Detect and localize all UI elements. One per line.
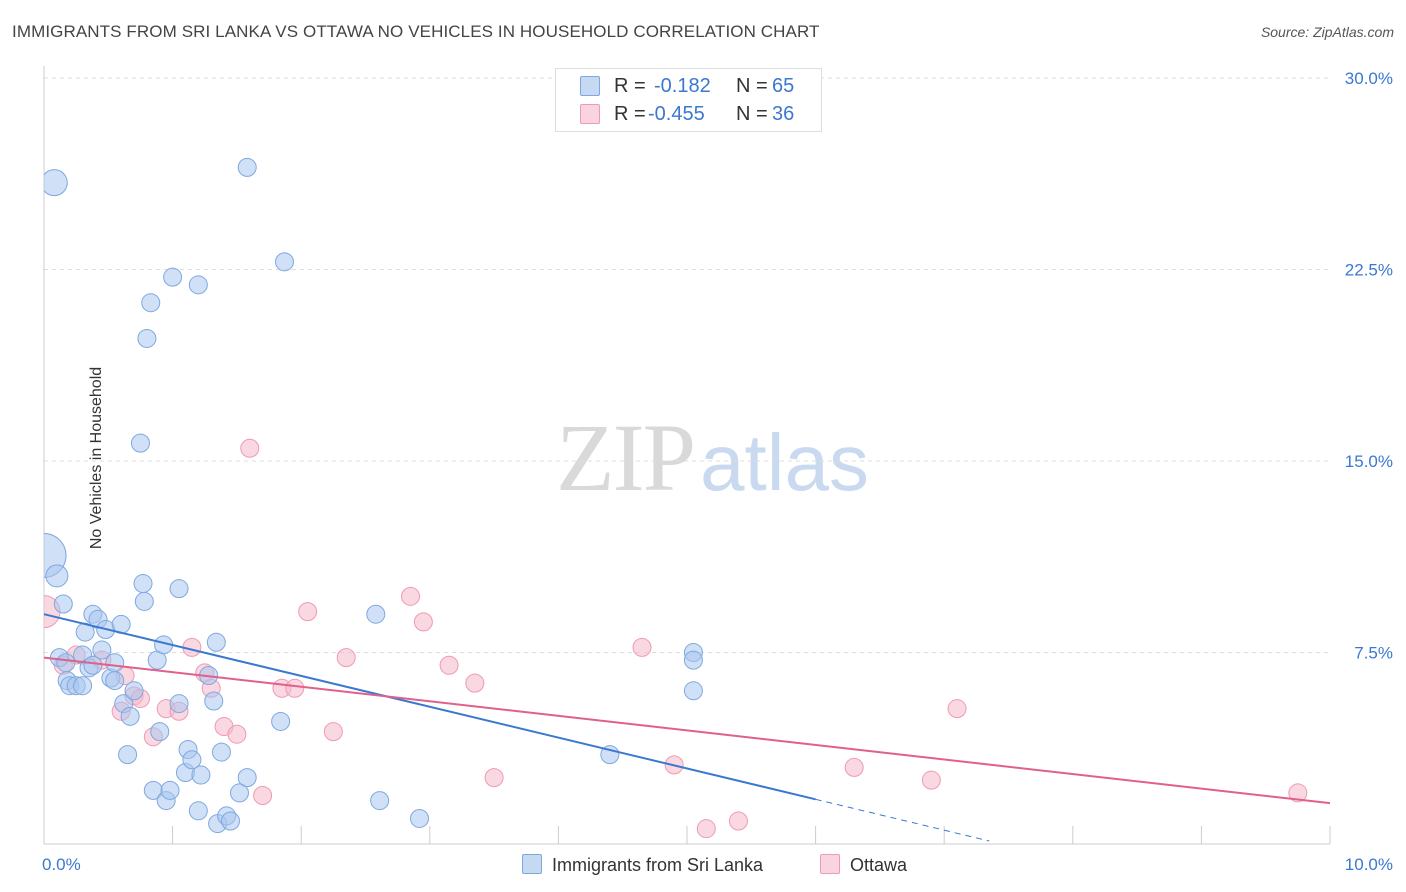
n-label: N = <box>736 103 768 125</box>
pink-swatch <box>820 854 840 874</box>
sri-lanka-point <box>141 293 161 313</box>
sri-lanka-point <box>44 169 68 197</box>
sri-lanka-point <box>160 780 180 800</box>
r-label: R = <box>614 103 646 125</box>
ottawa-point <box>728 811 748 831</box>
sri-lanka-point <box>188 801 208 821</box>
ottawa-point <box>240 438 260 458</box>
sri-lanka-point <box>45 564 69 588</box>
ottawa-point <box>227 724 247 744</box>
sri-lanka-point <box>118 745 138 765</box>
ottawa-point <box>947 699 967 719</box>
sri-lanka-point <box>182 750 202 770</box>
ottawa-point <box>413 612 433 632</box>
sri-lanka-point <box>204 691 224 711</box>
ottawa-point <box>465 673 485 693</box>
blue-swatch <box>522 854 542 874</box>
watermark-zip: ZIP <box>556 404 696 511</box>
sri-lanka-point <box>130 433 150 453</box>
sri-lanka-point <box>134 591 154 611</box>
n-value: 36 <box>772 103 795 125</box>
y-tick-label: 30.0% <box>1345 69 1393 88</box>
sri-lanka-point <box>366 604 386 624</box>
sri-lanka-point <box>137 328 157 348</box>
ottawa-point <box>323 722 343 742</box>
r-label: R = <box>614 75 646 97</box>
sri-lanka-point <box>206 632 226 652</box>
sri-lanka-point <box>53 594 73 614</box>
ottawa-point <box>1288 783 1308 803</box>
series-legend: Immigrants from Sri Lanka Ottawa <box>0 852 1406 878</box>
sri-lanka-point <box>105 671 125 691</box>
chart-title: IMMIGRANTS FROM SRI LANKA VS OTTAWA NO V… <box>12 22 820 41</box>
ottawa-point <box>921 770 941 790</box>
ottawa-point <box>298 602 318 622</box>
n-label: N = <box>736 75 768 97</box>
y-tick-label: 7.5% <box>1354 644 1393 663</box>
sri-lanka-point <box>105 653 125 673</box>
legend-item-sri-lanka: Immigrants from Sri Lanka <box>522 852 763 878</box>
sri-lanka-point <box>271 711 291 731</box>
sri-lanka-point <box>683 681 703 701</box>
sri-lanka-point <box>370 791 390 811</box>
sri-lanka-point <box>169 694 189 714</box>
x-tick-label: 10.0% <box>1345 855 1393 874</box>
y-tick-label: 15.0% <box>1345 452 1393 471</box>
watermark-atlas: atlas <box>700 418 869 507</box>
watermark: ZIPatlas <box>556 402 869 513</box>
sri-lanka-point <box>150 722 170 742</box>
sri-lanka-trend-line <box>43 613 816 801</box>
sri-lanka-point <box>133 574 153 594</box>
sri-lanka-point <box>237 157 257 177</box>
x-tick-label: 0.0% <box>42 855 81 874</box>
sri-lanka-point <box>73 676 93 696</box>
legend-label: Ottawa <box>850 855 908 875</box>
sri-lanka-point <box>169 579 189 599</box>
sri-lanka-point <box>410 808 430 828</box>
y-axis-label: No Vehicles in Household <box>88 366 106 550</box>
legend-item-ottawa: Ottawa <box>820 852 907 878</box>
ottawa-point <box>285 678 305 698</box>
ottawa-point <box>484 768 504 788</box>
sri-lanka-point <box>124 681 144 701</box>
sri-lanka-point <box>92 640 112 660</box>
blue-swatch <box>580 76 600 96</box>
r-value: -0.182 <box>654 75 711 97</box>
source-label: Source: ZipAtlas.com <box>1260 24 1394 40</box>
ottawa-point <box>632 637 652 657</box>
n-value: 65 <box>772 75 795 97</box>
ottawa-point <box>439 655 459 675</box>
sri-lanka-point <box>274 252 294 272</box>
sri-lanka-point <box>237 768 257 788</box>
r-value: -0.455 <box>648 103 705 125</box>
y-tick-label: 22.5% <box>1345 261 1393 280</box>
plot-area <box>44 157 1308 839</box>
sri-lanka-point <box>120 706 140 726</box>
sri-lanka-point <box>163 267 183 287</box>
ottawa-point <box>336 648 356 668</box>
legend-label: Immigrants from Sri Lanka <box>552 855 764 875</box>
ottawa-trend-line <box>43 656 1331 805</box>
sri-lanka-trend-extension <box>815 798 990 842</box>
correlation-legend: R = -0.182 N = 65 R = -0.455 N = 36 <box>555 68 822 132</box>
ottawa-point <box>253 785 273 805</box>
pink-swatch <box>580 104 600 124</box>
sri-lanka-point <box>683 650 703 670</box>
sri-lanka-point <box>191 765 211 785</box>
sri-lanka-point <box>56 653 76 673</box>
ottawa-point <box>696 819 716 839</box>
sri-lanka-point <box>211 742 231 762</box>
sri-lanka-point <box>188 275 208 295</box>
sri-lanka-point <box>220 811 240 831</box>
sri-lanka-point <box>83 655 103 675</box>
sri-lanka-point <box>229 783 249 803</box>
ottawa-point <box>844 757 864 777</box>
ottawa-point <box>401 586 421 606</box>
